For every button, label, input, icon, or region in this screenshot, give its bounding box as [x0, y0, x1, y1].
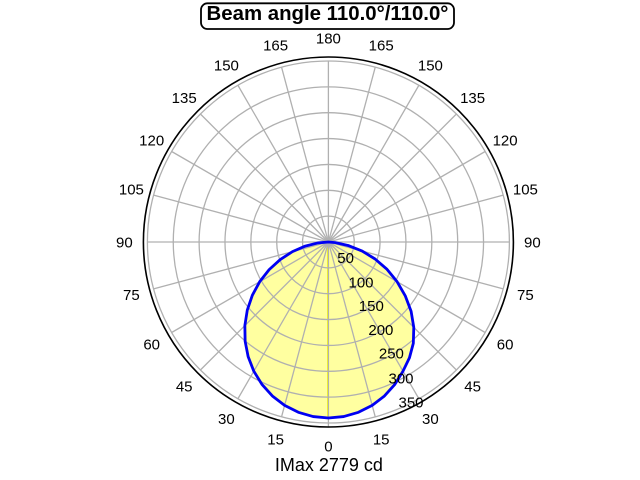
- svg-text:165: 165: [263, 37, 288, 54]
- svg-text:165: 165: [369, 37, 394, 54]
- svg-text:Beam angle 110.0°/110.0°: Beam angle 110.0°/110.0°: [207, 3, 449, 25]
- svg-text:60: 60: [497, 336, 514, 353]
- svg-text:75: 75: [123, 287, 140, 304]
- svg-text:150: 150: [418, 58, 443, 75]
- svg-text:135: 135: [460, 90, 485, 107]
- svg-text:60: 60: [143, 336, 160, 353]
- svg-text:135: 135: [172, 90, 197, 107]
- svg-text:15: 15: [373, 431, 390, 448]
- svg-text:30: 30: [422, 411, 439, 428]
- svg-text:105: 105: [513, 182, 538, 199]
- svg-text:120: 120: [493, 132, 518, 149]
- svg-text:100: 100: [348, 275, 373, 292]
- svg-text:75: 75: [517, 287, 534, 304]
- svg-text:90: 90: [524, 234, 541, 251]
- svg-text:45: 45: [176, 379, 193, 396]
- svg-text:105: 105: [119, 182, 144, 199]
- svg-text:0: 0: [324, 438, 332, 455]
- svg-text:300: 300: [388, 371, 413, 388]
- svg-text:30: 30: [218, 411, 235, 428]
- svg-text:200: 200: [368, 322, 393, 339]
- svg-text:45: 45: [464, 379, 481, 396]
- svg-text:15: 15: [267, 431, 284, 448]
- svg-text:180: 180: [316, 30, 341, 47]
- svg-text:IMax 2779 cd: IMax 2779 cd: [275, 455, 383, 475]
- svg-text:120: 120: [139, 132, 164, 149]
- svg-text:150: 150: [214, 58, 239, 75]
- svg-text:350: 350: [398, 395, 423, 412]
- svg-text:90: 90: [116, 234, 133, 251]
- svg-text:150: 150: [359, 298, 384, 315]
- svg-text:250: 250: [379, 346, 404, 363]
- svg-text:50: 50: [337, 250, 354, 267]
